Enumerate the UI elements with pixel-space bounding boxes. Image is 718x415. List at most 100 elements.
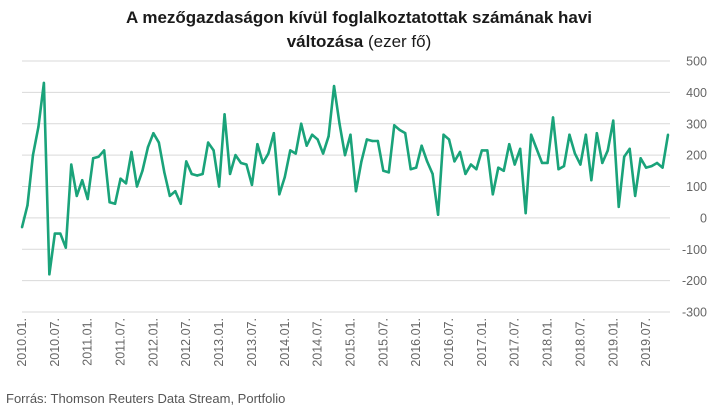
data-point <box>601 161 604 165</box>
data-point <box>655 161 659 165</box>
data-point <box>393 124 396 127</box>
data-point <box>228 172 232 176</box>
data-point <box>420 144 423 147</box>
data-point <box>70 163 73 166</box>
data-point <box>568 133 571 136</box>
data-point <box>343 153 347 157</box>
data-point <box>360 160 363 163</box>
data-point <box>119 177 122 180</box>
data-point <box>108 200 111 204</box>
x-tick-label: 2016.07. <box>442 318 456 367</box>
data-point <box>349 133 352 136</box>
x-tick-label: 2014.01. <box>278 318 292 367</box>
y-tick-label: 300 <box>686 117 707 131</box>
data-point <box>289 149 292 152</box>
data-point <box>31 153 35 157</box>
data-point <box>573 152 577 155</box>
data-point <box>321 152 325 155</box>
data-point <box>245 163 248 166</box>
data-point <box>442 133 445 136</box>
data-point <box>124 182 128 185</box>
data-point <box>327 135 330 138</box>
y-tick-label: 0 <box>700 211 707 225</box>
data-point <box>163 171 166 174</box>
data-point <box>447 138 451 141</box>
data-point <box>141 169 144 173</box>
data-point <box>650 164 653 168</box>
data-point <box>217 185 221 188</box>
data-point <box>234 153 237 157</box>
data-point <box>300 122 303 125</box>
data-point <box>409 168 412 171</box>
x-tick-label: 2012.07. <box>179 318 193 367</box>
data-point <box>195 174 199 177</box>
chart-title: A mezőgazdaságon kívül foglalkoztatottak… <box>0 6 718 54</box>
data-point <box>338 122 341 125</box>
data-point <box>480 149 484 152</box>
data-point <box>206 141 210 144</box>
x-tick-label: 2015.07. <box>376 318 390 367</box>
y-axis-ticks: 500 400 300 200 100 0 -100 -200 -300 <box>682 55 707 320</box>
x-tick-label: 2015.01. <box>343 318 357 367</box>
data-point <box>491 193 495 196</box>
data-point <box>453 160 456 163</box>
data-point <box>540 161 544 165</box>
data-point <box>190 172 193 176</box>
data-point <box>644 166 648 169</box>
data-point <box>256 142 259 146</box>
x-tick-label: 2011.01. <box>81 318 95 366</box>
x-tick-label: 2010.07. <box>48 318 62 367</box>
data-point <box>387 171 390 174</box>
data-point <box>529 133 533 136</box>
source-note: Forrás: Thomson Reuters Data Stream, Por… <box>6 391 286 406</box>
data-point <box>464 172 467 176</box>
data-point <box>398 128 401 132</box>
chart-title-line1: A mezőgazdaságon kívül foglalkoztatottak… <box>125 8 593 27</box>
x-tick-label: 2016.01. <box>409 318 423 367</box>
data-point <box>365 138 369 141</box>
data-point <box>639 157 642 160</box>
x-tick-label: 2014.07. <box>311 318 325 367</box>
data-point <box>458 150 462 154</box>
data-point <box>584 133 588 136</box>
data-point <box>86 197 89 201</box>
data-point <box>113 202 117 205</box>
data-point <box>261 161 265 165</box>
data-point <box>617 205 620 209</box>
x-tick-label: 2019.07. <box>639 318 653 367</box>
data-point <box>497 166 500 169</box>
chart-title-line2-bold: változása <box>286 32 364 51</box>
data-point <box>524 211 527 215</box>
data-point <box>508 142 511 146</box>
data-point <box>551 116 555 119</box>
y-tick-label: 400 <box>686 86 707 100</box>
data-point <box>91 157 95 160</box>
data-point <box>502 169 505 173</box>
series-line <box>20 81 670 276</box>
data-point <box>26 204 29 207</box>
data-point <box>557 168 560 171</box>
grid-lines <box>22 60 670 313</box>
x-tick-label: 2011.07. <box>114 318 128 366</box>
x-tick-label: 2012.01. <box>146 318 160 367</box>
data-point <box>404 131 407 135</box>
y-tick-label: -300 <box>682 306 707 320</box>
data-point <box>546 161 549 165</box>
data-point <box>535 147 538 151</box>
data-point <box>486 149 489 152</box>
x-tick-label: 2018.07. <box>573 318 587 367</box>
data-point <box>579 163 582 166</box>
data-point <box>267 152 270 155</box>
data-point <box>294 152 297 155</box>
data-point <box>42 81 46 85</box>
data-point <box>146 146 150 149</box>
data-point <box>250 183 254 187</box>
x-tick-label: 2013.07. <box>245 318 259 367</box>
data-point <box>212 149 215 152</box>
data-point <box>20 226 24 229</box>
data-point <box>316 138 319 141</box>
data-point <box>513 163 516 166</box>
data-point <box>612 119 615 122</box>
series-layer <box>20 81 670 276</box>
